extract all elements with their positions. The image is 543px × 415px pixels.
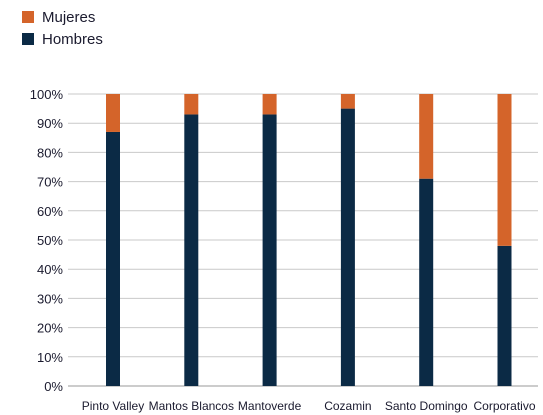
x-tick-label: Mantoverde	[238, 399, 302, 413]
bar-mujeres-santo-domingo	[419, 94, 434, 179]
legend-label-hombres: Hombres	[42, 30, 103, 48]
grid-layer	[68, 93, 538, 387]
y-tick-label: 10%	[37, 350, 63, 365]
legend-item-mujeres: Mujeres	[22, 6, 103, 28]
y-tick-label: 20%	[37, 321, 63, 336]
y-tick-label: 70%	[37, 175, 63, 190]
bar-mujeres-mantos-blancos	[184, 94, 199, 115]
y-tick-label: 80%	[37, 145, 63, 160]
bar-hombres-corporativo	[497, 245, 512, 386]
x-tick-label: Santo Domingo	[385, 399, 468, 413]
bar-mujeres-corporativo	[497, 94, 512, 246]
bars-layer	[106, 94, 512, 386]
legend-item-hombres: Hombres	[22, 28, 103, 50]
x-tick-label: Cozamin	[324, 399, 371, 413]
bar-hombres-cozamin	[340, 108, 355, 386]
legend-swatch-mujeres	[22, 11, 34, 23]
bar-mujeres-pinto-valley	[106, 94, 120, 132]
y-tick-label: 40%	[37, 262, 63, 277]
y-tick-label: 30%	[37, 291, 63, 306]
bar-hombres-santo-domingo	[419, 178, 434, 386]
y-tick-label: 60%	[37, 204, 63, 219]
legend-label-mujeres: Mujeres	[42, 8, 96, 26]
x-tick-labels: Pinto Valley Mantos Blancos Mantoverde Coza…	[82, 399, 536, 413]
y-tick-label: 100%	[30, 87, 64, 102]
bar-hombres-mantos-blancos	[184, 114, 199, 386]
y-tick-label: 0%	[44, 379, 63, 394]
y-tick-label: 50%	[37, 233, 63, 248]
bar-mujeres-mantoverde	[262, 94, 277, 115]
x-tick-label: Corporativo	[473, 399, 535, 413]
bar-mujeres-cozamin	[340, 94, 355, 109]
legend: Mujeres Hombres	[22, 6, 103, 50]
x-tick-label: Pinto Valley	[82, 399, 144, 413]
y-tick-label: 90%	[37, 116, 63, 131]
y-tick-labels: 0% 10% 20% 30% 40% 50% 60% 70% 80% 90% 100%	[30, 87, 64, 394]
bar-hombres-pinto-valley	[106, 131, 120, 386]
legend-swatch-hombres	[22, 33, 34, 45]
x-tick-label: Mantos Blancos	[149, 399, 234, 413]
bar-hombres-mantoverde	[262, 114, 277, 386]
